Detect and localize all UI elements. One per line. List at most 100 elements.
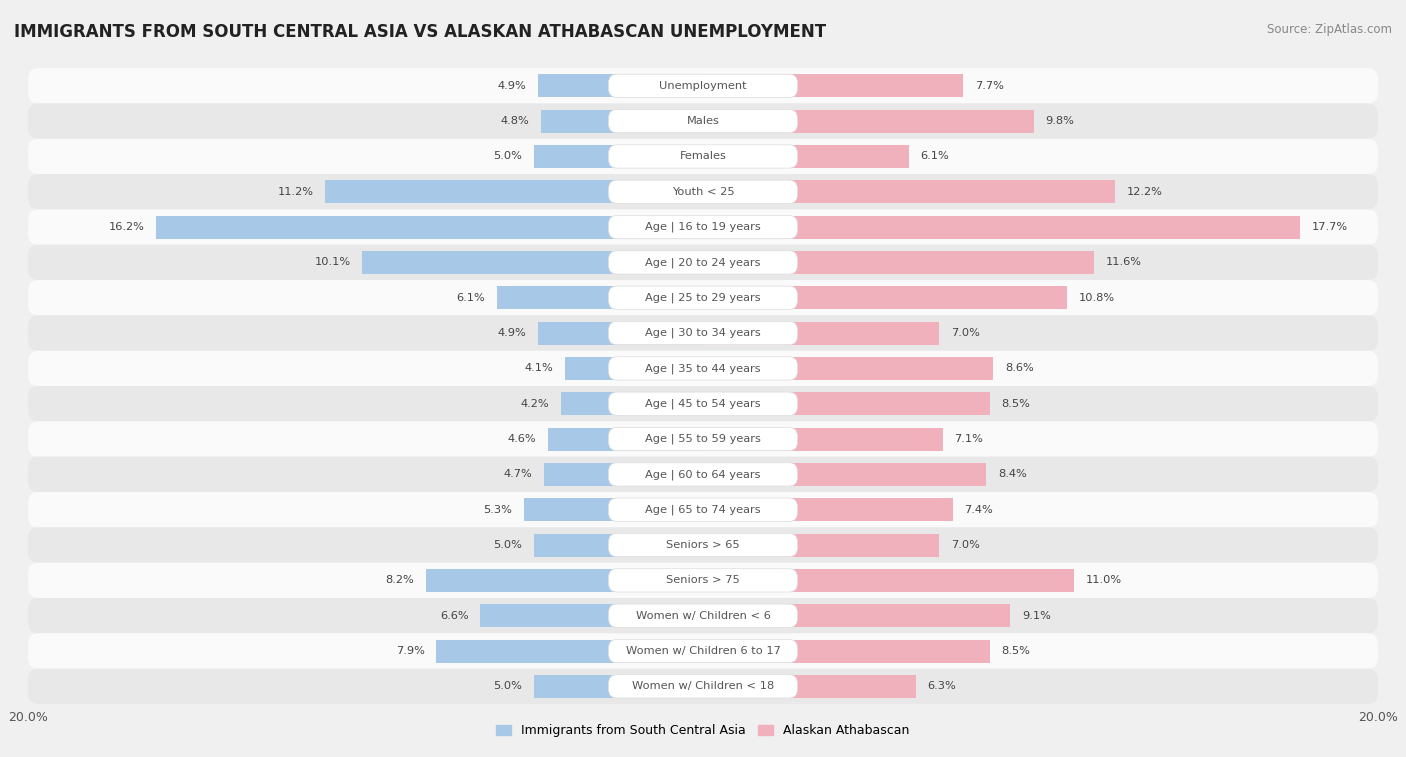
Text: 4.9%: 4.9% [498,328,526,338]
Bar [703,322,939,344]
Bar [534,675,703,698]
FancyBboxPatch shape [28,562,1378,598]
Bar [498,286,703,309]
Text: 9.1%: 9.1% [1022,611,1050,621]
Text: 11.6%: 11.6% [1107,257,1142,267]
Text: 5.0%: 5.0% [494,540,523,550]
FancyBboxPatch shape [609,74,797,98]
FancyBboxPatch shape [609,180,797,204]
Text: 8.5%: 8.5% [1001,646,1031,656]
Text: 4.8%: 4.8% [501,116,529,126]
Text: Age | 16 to 19 years: Age | 16 to 19 years [645,222,761,232]
Text: 4.6%: 4.6% [508,434,536,444]
Bar [703,216,1301,238]
FancyBboxPatch shape [609,286,797,310]
Bar [561,392,703,415]
Bar [534,534,703,556]
FancyBboxPatch shape [609,498,797,522]
Bar [481,604,703,627]
Text: Unemployment: Unemployment [659,81,747,91]
Text: 10.8%: 10.8% [1080,293,1115,303]
FancyBboxPatch shape [609,251,797,274]
Text: 7.4%: 7.4% [965,505,993,515]
Text: 5.0%: 5.0% [494,681,523,691]
Bar [544,463,703,486]
Bar [325,180,703,203]
Bar [548,428,703,450]
Text: 4.2%: 4.2% [520,399,550,409]
FancyBboxPatch shape [609,428,797,450]
Text: 8.5%: 8.5% [1001,399,1031,409]
Text: Males: Males [686,116,720,126]
FancyBboxPatch shape [609,463,797,486]
FancyBboxPatch shape [609,640,797,662]
Bar [703,463,987,486]
FancyBboxPatch shape [28,456,1378,492]
Bar [524,498,703,521]
Text: 17.7%: 17.7% [1312,222,1348,232]
Text: 5.3%: 5.3% [484,505,512,515]
Text: 6.1%: 6.1% [921,151,949,161]
FancyBboxPatch shape [28,245,1378,280]
Bar [565,357,703,380]
Text: Females: Females [679,151,727,161]
FancyBboxPatch shape [28,386,1378,422]
Text: 8.4%: 8.4% [998,469,1026,479]
Text: Women w/ Children 6 to 17: Women w/ Children 6 to 17 [626,646,780,656]
FancyBboxPatch shape [28,634,1378,668]
FancyBboxPatch shape [28,210,1378,245]
Text: 4.7%: 4.7% [503,469,533,479]
Bar [703,640,990,662]
Bar [703,604,1010,627]
Bar [363,251,703,274]
Text: 9.8%: 9.8% [1046,116,1074,126]
FancyBboxPatch shape [609,145,797,168]
FancyBboxPatch shape [609,110,797,132]
Text: 6.3%: 6.3% [928,681,956,691]
Text: Age | 45 to 54 years: Age | 45 to 54 years [645,398,761,409]
Bar [703,286,1067,309]
FancyBboxPatch shape [28,350,1378,386]
Text: 12.2%: 12.2% [1126,187,1163,197]
FancyBboxPatch shape [28,139,1378,174]
Text: Age | 25 to 29 years: Age | 25 to 29 years [645,292,761,303]
FancyBboxPatch shape [28,68,1378,104]
Text: Age | 20 to 24 years: Age | 20 to 24 years [645,257,761,268]
Bar [537,322,703,344]
Text: 8.6%: 8.6% [1005,363,1033,373]
Text: 11.2%: 11.2% [277,187,314,197]
Text: Youth < 25: Youth < 25 [672,187,734,197]
Bar [703,498,953,521]
Bar [703,180,1115,203]
Text: Age | 60 to 64 years: Age | 60 to 64 years [645,469,761,480]
FancyBboxPatch shape [609,569,797,592]
Text: 6.1%: 6.1% [457,293,485,303]
Text: 11.0%: 11.0% [1085,575,1122,585]
Bar [703,534,939,556]
Text: 7.0%: 7.0% [950,540,980,550]
Bar [703,251,1094,274]
Text: Age | 55 to 59 years: Age | 55 to 59 years [645,434,761,444]
Text: 6.6%: 6.6% [440,611,468,621]
Legend: Immigrants from South Central Asia, Alaskan Athabascan: Immigrants from South Central Asia, Alas… [491,719,915,743]
Bar [703,110,1033,132]
Text: 16.2%: 16.2% [108,222,145,232]
Text: 7.7%: 7.7% [974,81,1004,91]
Text: Age | 30 to 34 years: Age | 30 to 34 years [645,328,761,338]
Text: Women w/ Children < 18: Women w/ Children < 18 [631,681,775,691]
FancyBboxPatch shape [28,492,1378,528]
FancyBboxPatch shape [609,604,797,628]
Text: 4.9%: 4.9% [498,81,526,91]
FancyBboxPatch shape [28,528,1378,562]
FancyBboxPatch shape [609,357,797,380]
Text: 4.1%: 4.1% [524,363,553,373]
Bar [436,640,703,662]
Text: 7.0%: 7.0% [950,328,980,338]
Bar [426,569,703,592]
FancyBboxPatch shape [28,174,1378,210]
Text: Women w/ Children < 6: Women w/ Children < 6 [636,611,770,621]
Bar [703,357,993,380]
Bar [703,392,990,415]
Bar [703,428,942,450]
FancyBboxPatch shape [609,392,797,416]
